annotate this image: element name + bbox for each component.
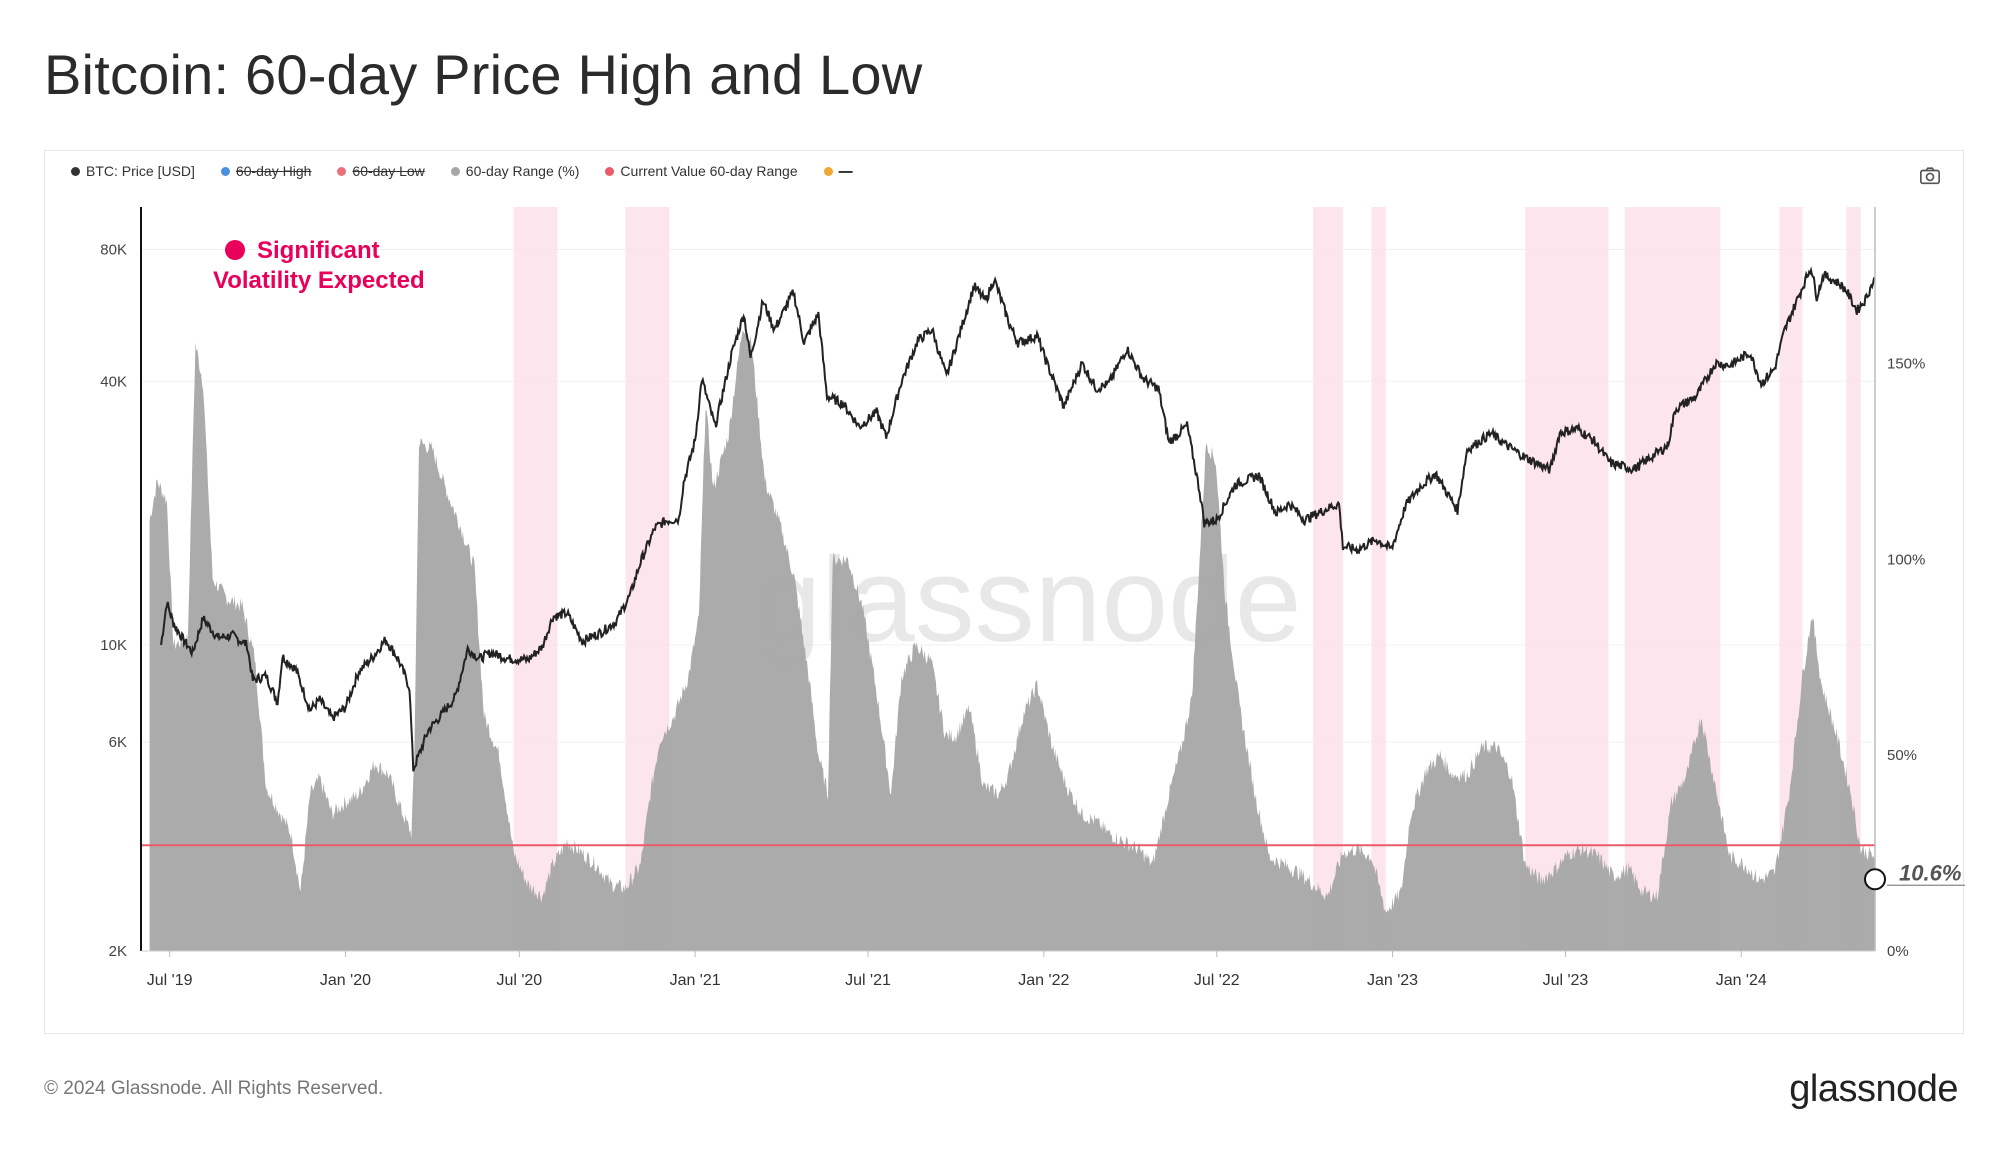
legend-item-btc-price[interactable]: BTC: Price [USD] <box>71 163 195 179</box>
y-left-tick-label: 6K <box>109 734 127 751</box>
legend-item-60-day-low[interactable]: 60-day Low <box>337 163 425 179</box>
x-tick-label: Jul '20 <box>496 972 542 989</box>
y-right-tick-label: 150% <box>1887 356 1925 373</box>
copyright-text: © 2024 Glassnode. All Rights Reserved. <box>44 1078 384 1099</box>
y-right-tick-label: 100% <box>1887 551 1925 568</box>
series-60-day-range-area <box>149 330 1876 951</box>
chart-container: BTC: Price [USD] 60-day High 60-day Low … <box>44 150 1965 1034</box>
legend-item-60-day-high[interactable]: 60-day High <box>220 163 312 179</box>
legend-label: 60-day High <box>235 163 312 179</box>
x-tick-label: Jul '23 <box>1543 972 1589 989</box>
volatility-highlight-band <box>1525 207 1609 951</box>
y-left-tick-label: 10K <box>100 637 127 654</box>
page-title: Bitcoin: 60-day Price High and Low <box>44 43 923 106</box>
glassnode-logo: glassnode <box>1789 1068 1958 1110</box>
annotation-dot <box>225 240 245 260</box>
x-tick-label: Jan '24 <box>1716 972 1767 989</box>
current-value-marker <box>1864 868 1886 891</box>
volatility-highlight-band <box>513 207 558 951</box>
legend-dot <box>337 166 347 176</box>
legend-label: Current Value 60-day Range <box>620 163 798 179</box>
legend-label: 60-day Low <box>352 163 425 179</box>
legend-item-60-day-range[interactable]: 60-day Range (%) <box>450 163 580 179</box>
x-tick-label: Jan '20 <box>320 972 371 989</box>
y-left-tick-label: 80K <box>100 241 127 258</box>
y-left-tick-label: 40K <box>100 373 127 390</box>
legend-dot <box>450 166 460 176</box>
volatility-highlight-band <box>1313 207 1343 951</box>
x-tick-label: Jan '22 <box>1018 972 1069 989</box>
legend-item-extra[interactable]: — <box>823 163 853 179</box>
legend-dot <box>71 166 80 176</box>
legend-label: — <box>838 163 853 179</box>
legend-label: BTC: Price [USD] <box>86 163 195 179</box>
x-tick-label: Jul '22 <box>1194 972 1240 989</box>
annotation-line1: Significant <box>257 237 380 264</box>
legend-dot <box>605 166 615 176</box>
y-left-tick-label: 2K <box>109 943 127 960</box>
series-btc-price-line <box>160 266 1876 772</box>
current-value-label: 10.6% <box>1899 860 1961 885</box>
legend-item-current-value[interactable]: Current Value 60-day Range <box>605 163 798 179</box>
legend-label: 60-day Range (%) <box>465 163 580 179</box>
x-tick-label: Jul '21 <box>845 972 891 989</box>
volatility-highlight-band <box>1371 207 1386 951</box>
camera-icon[interactable] <box>1919 165 1941 187</box>
legend-dot <box>220 166 230 176</box>
x-tick-label: Jul '19 <box>147 972 193 989</box>
y-right-tick-label: 50% <box>1887 747 1917 764</box>
volatility-highlight-band <box>1846 207 1861 951</box>
legend-dot <box>823 166 833 176</box>
x-tick-label: Jan '21 <box>670 972 721 989</box>
chart-legend: BTC: Price [USD] 60-day High 60-day Low … <box>71 163 853 179</box>
y-right-tick-label: 0% <box>1887 943 1909 960</box>
x-tick-label: Jan '23 <box>1367 972 1418 989</box>
annotation-line2: Volatility Expected <box>213 267 425 294</box>
